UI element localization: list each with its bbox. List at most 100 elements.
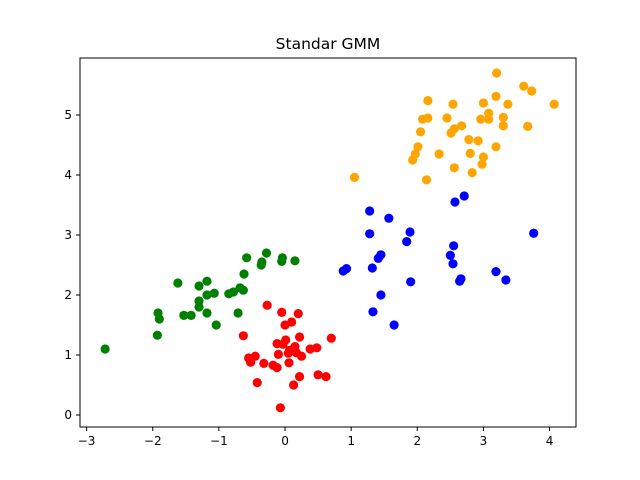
data-point <box>259 358 269 368</box>
data-point <box>467 168 477 178</box>
data-point <box>465 148 475 158</box>
data-point <box>349 172 360 182</box>
data-point <box>238 285 248 295</box>
data-point <box>326 333 336 343</box>
data-point <box>448 259 458 269</box>
data-point <box>277 253 287 263</box>
data-point <box>477 159 487 169</box>
data-point <box>449 241 459 251</box>
data-point <box>293 309 303 319</box>
data-point <box>421 175 432 185</box>
data-point <box>529 228 539 238</box>
data-point <box>261 248 272 258</box>
x-tick-label: 0 <box>281 434 289 448</box>
data-point <box>242 253 252 263</box>
data-point <box>250 351 260 361</box>
data-point <box>194 296 204 306</box>
data-point <box>341 264 352 274</box>
data-point <box>173 278 183 288</box>
x-tick-label: −3 <box>78 434 96 448</box>
data-point <box>549 99 559 109</box>
data-point <box>445 250 455 260</box>
data-point <box>478 152 489 162</box>
x-tick-label: 4 <box>546 434 554 448</box>
data-point <box>449 124 459 134</box>
data-point <box>257 257 267 267</box>
y-tick-label: 1 <box>64 348 72 362</box>
data-point <box>498 112 508 122</box>
data-point <box>202 290 212 300</box>
data-point <box>290 256 300 266</box>
x-tick-label: 1 <box>347 434 355 448</box>
data-point <box>273 349 283 359</box>
data-point <box>296 351 307 361</box>
data-point <box>384 213 394 223</box>
data-point <box>410 149 420 159</box>
data-points <box>100 68 559 413</box>
data-point <box>202 308 212 318</box>
data-point <box>389 320 399 330</box>
data-point <box>365 206 375 216</box>
data-point <box>423 96 433 106</box>
data-point <box>233 308 243 318</box>
data-point <box>202 276 212 286</box>
data-point <box>423 113 433 123</box>
data-point <box>449 163 459 173</box>
data-point <box>367 263 377 273</box>
data-point <box>365 229 375 239</box>
data-point <box>179 310 189 320</box>
data-point <box>484 114 494 124</box>
x-tick-label: 3 <box>480 434 488 448</box>
data-point <box>186 310 196 320</box>
x-tick-label: −2 <box>144 434 162 448</box>
data-point <box>313 370 323 380</box>
data-point <box>289 380 299 390</box>
data-point <box>501 275 511 285</box>
data-point <box>442 113 452 123</box>
data-point <box>450 197 460 207</box>
data-point <box>402 237 412 247</box>
data-point <box>527 86 537 96</box>
data-point <box>209 288 219 298</box>
plot-area: −3 −2 −1 0 1 2 3 4 0 1 2 3 4 5 <box>64 57 577 448</box>
data-point <box>294 332 305 342</box>
data-point <box>459 191 469 201</box>
y-tick-label: 3 <box>64 228 72 242</box>
data-point <box>321 372 331 382</box>
data-point <box>491 91 501 101</box>
axes-frame <box>79 57 577 428</box>
data-point <box>434 149 444 159</box>
x-tick-label: −1 <box>210 434 228 448</box>
x-tick-label: 2 <box>413 434 421 448</box>
data-point <box>492 68 502 78</box>
data-point <box>448 99 458 109</box>
data-point <box>239 269 249 279</box>
data-point <box>281 335 291 345</box>
data-point <box>100 344 110 354</box>
data-point <box>272 363 282 373</box>
data-point <box>152 330 162 340</box>
data-point <box>519 81 529 91</box>
data-point <box>491 267 501 277</box>
data-point <box>405 227 415 237</box>
data-point <box>503 99 513 109</box>
y-tick-label: 5 <box>64 108 72 122</box>
data-point <box>406 277 416 287</box>
data-point <box>368 307 378 317</box>
data-point <box>238 331 248 341</box>
data-point <box>194 281 204 291</box>
data-point <box>252 378 262 388</box>
data-point <box>277 307 287 317</box>
data-point <box>473 136 483 146</box>
data-point <box>491 142 501 152</box>
data-point <box>413 142 423 152</box>
data-point <box>287 317 297 327</box>
data-point <box>262 300 272 310</box>
data-point <box>476 114 486 124</box>
data-point <box>376 250 386 260</box>
data-point <box>415 127 426 137</box>
data-point <box>456 274 466 284</box>
y-tick-label: 2 <box>64 288 72 302</box>
